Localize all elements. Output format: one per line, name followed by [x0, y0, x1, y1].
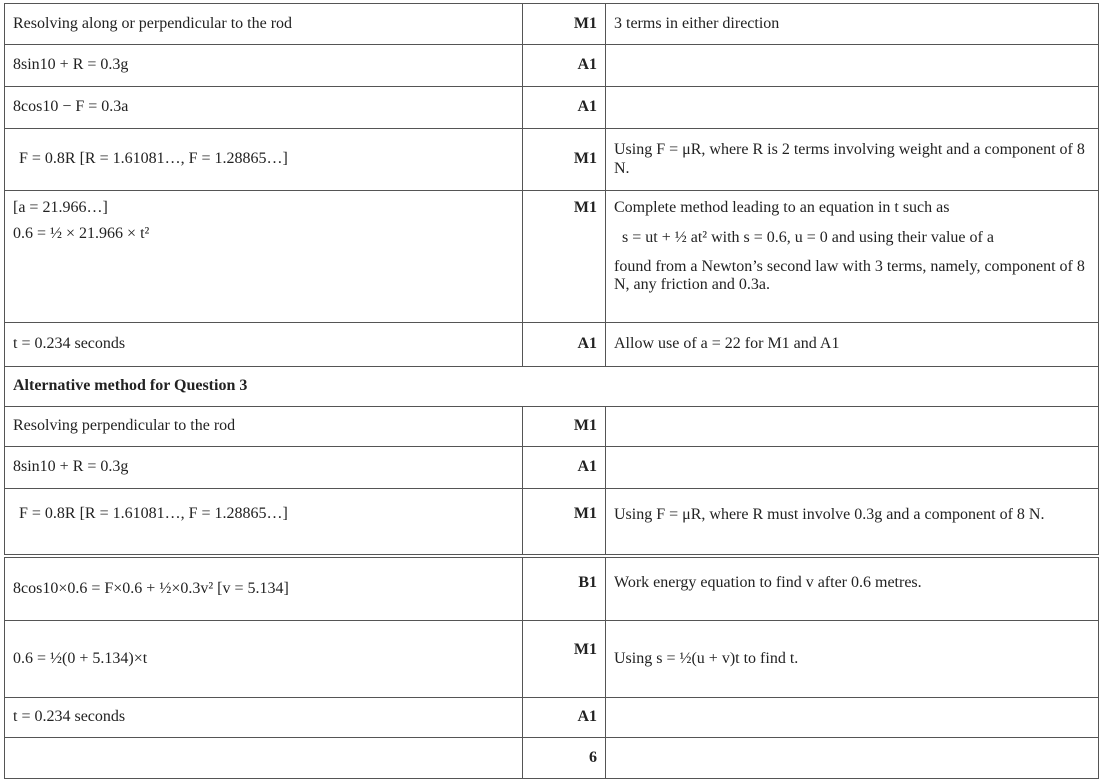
- working-cell: [a = 21.966…] 0.6 = ½ × 21.966 × t²: [4, 190, 523, 323]
- table-row: 0.6 = ½(0 + 5.134)×t M1 Using s = ½(u + …: [4, 620, 1099, 698]
- note-cell: [605, 446, 1099, 489]
- note-cell: [605, 86, 1099, 129]
- working-cell: 8sin10 + R = 0.3g: [4, 446, 523, 489]
- total-marks: 6: [522, 737, 606, 779]
- working-cell: 8cos10×0.6 = F×0.6 + ½×0.3v² [v = 5.134]: [4, 553, 523, 621]
- working-cell: 8cos10 − F = 0.3a: [4, 86, 523, 129]
- table-row: Alternative method for Question 3: [4, 366, 1099, 407]
- working-cell: F = 0.8R [R = 1.61081…, F = 1.28865…]: [4, 488, 523, 556]
- mark-cell: M1: [522, 190, 606, 323]
- table-row: Resolving along or perpendicular to the …: [4, 3, 1099, 45]
- working-line: 0.6 = ½ × 21.966 × t²: [13, 225, 150, 243]
- note-cell: Using F = μR, where R must involve 0.3g …: [605, 488, 1099, 556]
- note-cell: Using s = ½(u + v)t to find t.: [605, 620, 1099, 698]
- working-cell: t = 0.234 seconds: [4, 322, 523, 367]
- table-row: 8sin10 + R = 0.3g A1: [4, 44, 1099, 87]
- note-cell: Complete method leading to an equation i…: [605, 190, 1099, 323]
- note-line: Complete method leading to an equation i…: [614, 199, 950, 216]
- table-row: F = 0.8R [R = 1.61081…, F = 1.28865…] M1…: [4, 488, 1099, 556]
- table-row: t = 0.234 seconds A1 Allow use of a = 22…: [4, 322, 1099, 367]
- mark-cell: M1: [522, 406, 606, 447]
- mark-cell: A1: [522, 86, 606, 129]
- table-row: 8cos10×0.6 = F×0.6 + ½×0.3v² [v = 5.134]…: [4, 553, 1099, 621]
- working-cell: F = 0.8R [R = 1.61081…, F = 1.28865…]: [4, 128, 523, 191]
- note-cell: Allow use of a = 22 for M1 and A1: [605, 322, 1099, 367]
- table-row: [a = 21.966…] 0.6 = ½ × 21.966 × t² M1 C…: [4, 190, 1099, 323]
- note-cell: Using F = μR, where R is 2 terms involvi…: [605, 128, 1099, 191]
- table-row: 8sin10 + R = 0.3g A1: [4, 446, 1099, 489]
- working-cell: [4, 737, 523, 779]
- mark-cell: M1: [522, 3, 606, 45]
- table-row: 8cos10 − F = 0.3a A1: [4, 86, 1099, 129]
- working-cell: t = 0.234 seconds: [4, 697, 523, 738]
- note-line: s = ut + ½ at² with s = 0.6, u = 0 and u…: [622, 229, 994, 247]
- table-row: Resolving perpendicular to the rod M1: [4, 406, 1099, 447]
- mark-cell: M1: [522, 620, 606, 698]
- mark-scheme-table: Resolving along or perpendicular to the …: [4, 3, 1099, 779]
- note-cell: Work energy equation to find v after 0.6…: [605, 553, 1099, 621]
- mark-cell: B1: [522, 553, 606, 621]
- total-row: 6: [4, 737, 1099, 779]
- alternative-method-heading: Alternative method for Question 3: [4, 366, 1099, 407]
- working-line: [a = 21.966…]: [13, 199, 108, 216]
- note-cell: [605, 697, 1099, 738]
- table-row: F = 0.8R [R = 1.61081…, F = 1.28865…] M1…: [4, 128, 1099, 191]
- table-row: t = 0.234 seconds A1: [4, 697, 1099, 738]
- working-cell: Resolving along or perpendicular to the …: [4, 3, 523, 45]
- working-cell: 0.6 = ½(0 + 5.134)×t: [4, 620, 523, 698]
- note-cell: 3 terms in either direction: [605, 3, 1099, 45]
- mark-cell: M1: [522, 128, 606, 191]
- working-cell: 8sin10 + R = 0.3g: [4, 44, 523, 87]
- note-cell: [605, 406, 1099, 447]
- mark-cell: A1: [522, 446, 606, 489]
- note-cell: [605, 737, 1099, 779]
- working-cell: Resolving perpendicular to the rod: [4, 406, 523, 447]
- mark-cell: A1: [522, 322, 606, 367]
- note-cell: [605, 44, 1099, 87]
- mark-cell: A1: [522, 697, 606, 738]
- mark-cell: A1: [522, 44, 606, 87]
- mark-cell: M1: [522, 488, 606, 556]
- note-line: found from a Newton’s second law with 3 …: [614, 257, 1085, 294]
